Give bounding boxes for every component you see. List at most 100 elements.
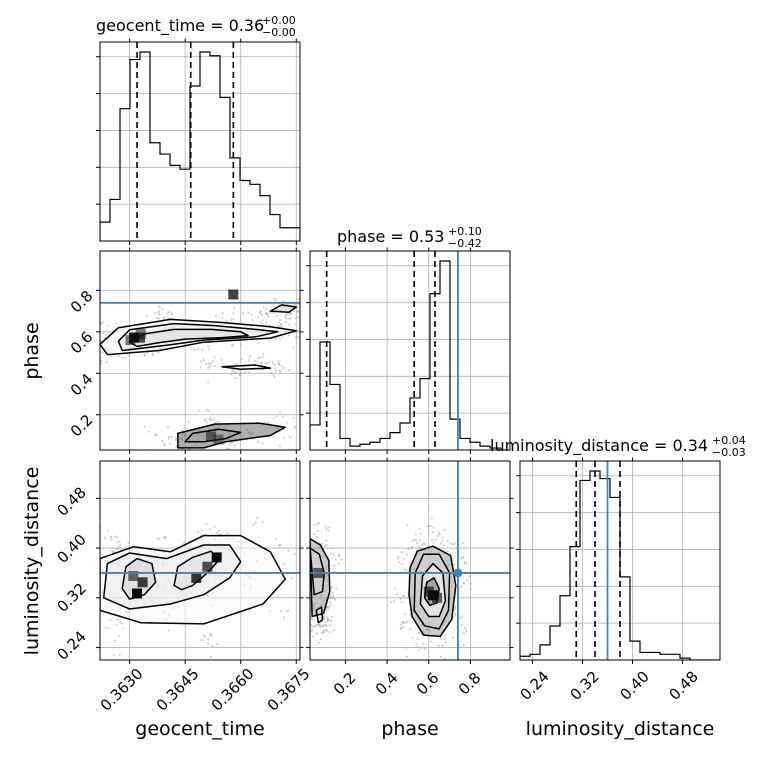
phase-vs-luminosity-distance-sample bbox=[310, 630, 313, 633]
phase-vs-luminosity-distance-sample bbox=[411, 540, 414, 543]
geocent-time-vs-luminosity-distance-sample bbox=[81, 558, 83, 560]
geocent-time-vs-phase-sample bbox=[235, 372, 238, 375]
phase-vs-luminosity-distance-sample bbox=[328, 526, 331, 529]
geocent-time-vs-phase-sample bbox=[248, 370, 251, 373]
phase-vs-luminosity-distance-sample bbox=[453, 605, 457, 608]
phase-vs-luminosity-distance-sample bbox=[419, 532, 422, 535]
geocent-time-vs-phase-sample bbox=[272, 417, 275, 420]
geocent-time-vs-luminosity-distance-sample bbox=[116, 536, 119, 539]
geocent-time-vs-luminosity-distance-sample bbox=[118, 543, 122, 546]
geocent-time-vs-luminosity-distance-contour-2 bbox=[102, 544, 242, 610]
geocent-time-vs-phase-sample bbox=[249, 355, 252, 358]
geocent-time-vs-phase-sample bbox=[154, 312, 157, 315]
geocent-time-vs-phase-sample bbox=[302, 425, 304, 427]
geocent-time-vs-phase-sample bbox=[105, 361, 108, 364]
geocent-time-vs-luminosity-distance-sample bbox=[209, 528, 212, 531]
phase-vs-luminosity-distance-sample bbox=[443, 637, 446, 640]
phase-vs-luminosity-distance-sample bbox=[332, 596, 335, 599]
phase-vs-luminosity-distance-sample bbox=[449, 542, 453, 545]
geocent-time-vs-phase-sample bbox=[166, 312, 169, 315]
geocent-time-vs-phase-sample bbox=[281, 415, 285, 418]
phase-vs-luminosity-distance-sample bbox=[392, 600, 396, 603]
phase-vs-luminosity-distance-sample bbox=[451, 558, 454, 561]
geocent-time-vs-phase-sample bbox=[193, 457, 195, 459]
geocent-time-vs-phase-sample bbox=[67, 339, 69, 341]
phase-vs-luminosity-distance-sample bbox=[325, 539, 328, 542]
geocent-time-vs-luminosity-distance-peak-4 bbox=[202, 561, 213, 572]
phase-vs-luminosity-distance-sample bbox=[326, 618, 329, 621]
geocent-time-vs-luminosity-distance-sample bbox=[319, 530, 321, 532]
geocent-time-vs-phase-sample bbox=[280, 365, 283, 368]
phase-vs-luminosity-distance-sample bbox=[463, 561, 466, 565]
phase-vs-luminosity-distance-sample bbox=[327, 619, 330, 622]
geocent-time-vs-phase-sample bbox=[196, 347, 200, 350]
geocent-time-vs-luminosity-distance-sample bbox=[80, 557, 82, 559]
phase-vs-luminosity-distance-sample bbox=[403, 595, 406, 598]
geocent-time-vs-luminosity-distance-sample bbox=[285, 610, 288, 613]
tick-label-gt-x-3: 0.3675 bbox=[264, 665, 314, 715]
geocent-time-vs-phase-sample bbox=[169, 442, 172, 445]
phase-vs-luminosity-distance-sample bbox=[443, 528, 446, 532]
tick-label-gt-x-0: 0.3630 bbox=[97, 665, 147, 715]
phase-vs-luminosity-distance-sample bbox=[312, 635, 315, 638]
phase-vs-luminosity-distance-sample bbox=[323, 624, 326, 627]
phase-vs-luminosity-distance-sample bbox=[464, 561, 467, 564]
phase-vs-luminosity-distance-sample bbox=[453, 607, 457, 610]
phase-vs-luminosity-distance-sample bbox=[389, 601, 393, 604]
geocent-time-vs-phase-sample bbox=[292, 346, 295, 349]
luminosity-distance-histogram-frame bbox=[519, 460, 721, 661]
geocent-time-vs-phase-sample bbox=[207, 348, 211, 351]
phase-vs-luminosity-distance-sample bbox=[398, 561, 401, 564]
geocent-time-vs-phase-sample bbox=[161, 439, 164, 442]
phase-vs-luminosity-distance-sample bbox=[311, 618, 314, 621]
geocent-time-vs-phase-sample bbox=[230, 318, 233, 321]
geocent-time-vs-phase-sample bbox=[238, 374, 241, 377]
geocent-time-vs-phase-sample bbox=[292, 416, 295, 419]
geocent-time-vs-luminosity-distance-sample bbox=[275, 537, 278, 540]
geocent-time-vs-phase-peak-6 bbox=[228, 289, 239, 300]
phase-vs-luminosity-distance-sample bbox=[329, 596, 332, 599]
phase-vs-luminosity-distance-sample bbox=[332, 564, 336, 567]
title-geocent-time: geocent_time = 0.36 bbox=[96, 16, 264, 36]
phase-vs-luminosity-distance-sample bbox=[316, 632, 319, 635]
geocent-time-vs-phase-sample bbox=[324, 323, 326, 325]
geocent-time-vs-phase-sample bbox=[169, 451, 171, 453]
phase-vs-luminosity-distance-sample bbox=[321, 625, 324, 628]
phase-vs-luminosity-distance-sample bbox=[326, 618, 329, 621]
phase-vs-luminosity-distance-sample bbox=[442, 543, 445, 547]
geocent-time-vs-phase-sample bbox=[272, 374, 275, 377]
phase-vs-luminosity-distance-contour-0 bbox=[408, 545, 457, 638]
phase-vs-luminosity-distance-sample bbox=[432, 541, 435, 545]
phase-vs-luminosity-distance-sample bbox=[410, 547, 413, 550]
geocent-time-vs-luminosity-distance-sample bbox=[163, 536, 166, 539]
geocent-time-vs-phase-sample bbox=[101, 321, 104, 324]
geocent-time-vs-luminosity-distance-sample bbox=[88, 553, 90, 555]
geocent-time-vs-phase-sample bbox=[287, 334, 290, 337]
phase-vs-luminosity-distance-sample bbox=[323, 614, 326, 617]
phase-vs-luminosity-distance-sample bbox=[429, 640, 432, 643]
phase-vs-luminosity-distance-sample bbox=[395, 593, 398, 596]
geocent-time-vs-phase-sample bbox=[259, 312, 262, 315]
geocent-time-vs-luminosity-distance-sample bbox=[167, 629, 170, 632]
phase-vs-luminosity-distance-sample bbox=[305, 545, 307, 547]
geocent-time-vs-phase-sample bbox=[316, 324, 318, 326]
geocent-time-vs-phase-sample bbox=[280, 325, 283, 329]
geocent-time-vs-luminosity-distance-sample bbox=[287, 549, 290, 552]
geocent-time-vs-phase-sample bbox=[273, 311, 276, 314]
phase-vs-luminosity-distance-sample bbox=[325, 609, 328, 612]
geocent-time-vs-phase-sample bbox=[232, 312, 235, 315]
phase-vs-luminosity-distance-sample bbox=[322, 623, 325, 627]
geocent-time-vs-luminosity-distance-sample bbox=[226, 532, 229, 535]
phase-vs-luminosity-distance-marks bbox=[297, 509, 472, 660]
phase-vs-luminosity-distance-sample bbox=[417, 546, 421, 549]
phase-vs-luminosity-distance-sample bbox=[297, 537, 299, 539]
geocent-time-vs-phase-sample bbox=[217, 421, 220, 424]
geocent-time-vs-phase-sample bbox=[175, 438, 178, 442]
geocent-time-vs-phase-sample bbox=[54, 358, 56, 360]
phase-vs-luminosity-distance-sample bbox=[306, 510, 308, 512]
geocent-time-vs-phase-sample bbox=[257, 316, 260, 319]
phase-vs-luminosity-distance-sample bbox=[453, 542, 456, 545]
geocent-time-vs-phase-sample bbox=[278, 321, 281, 324]
phase-vs-luminosity-distance-sample bbox=[305, 607, 307, 609]
geocent-time-vs-luminosity-distance-sample bbox=[109, 618, 112, 621]
